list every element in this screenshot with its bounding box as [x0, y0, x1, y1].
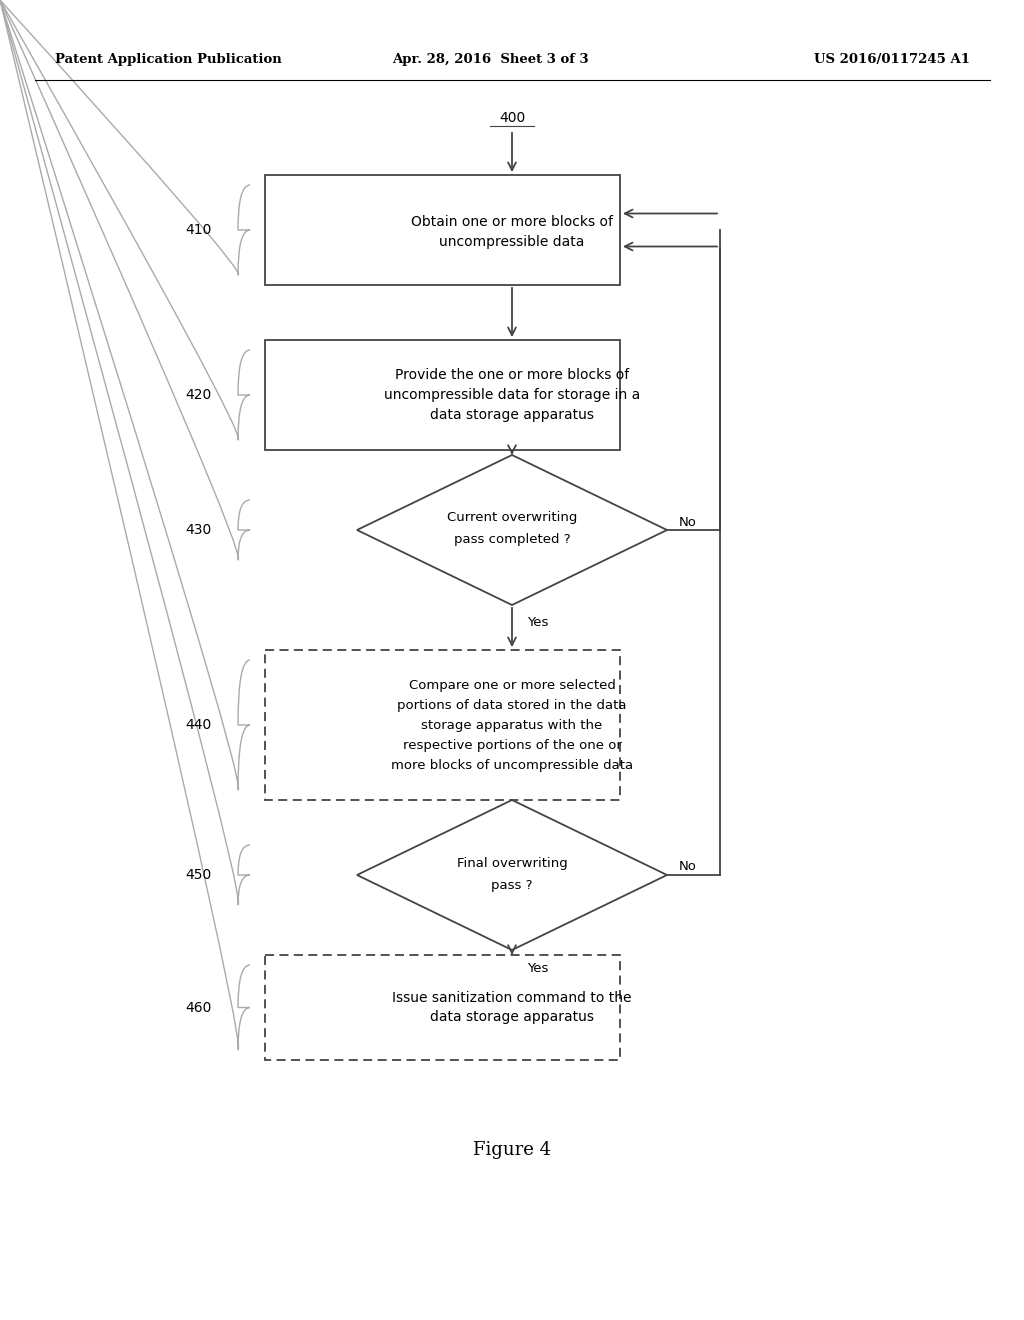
Text: data storage apparatus: data storage apparatus [430, 1011, 594, 1024]
Text: storage apparatus with the: storage apparatus with the [421, 718, 603, 731]
Text: No: No [679, 516, 697, 528]
Text: Current overwriting: Current overwriting [446, 511, 578, 524]
Text: Figure 4: Figure 4 [473, 1140, 551, 1159]
Text: uncompressible data: uncompressible data [439, 235, 585, 249]
Polygon shape [357, 455, 667, 605]
Text: Patent Application Publication: Patent Application Publication [55, 54, 282, 66]
Bar [265, 954, 620, 1060]
Text: 420: 420 [185, 388, 211, 403]
Bar [265, 649, 620, 800]
Text: Yes: Yes [527, 961, 549, 974]
Text: Compare one or more selected: Compare one or more selected [409, 678, 615, 692]
Text: uncompressible data for storage in a: uncompressible data for storage in a [384, 388, 640, 403]
Polygon shape [357, 800, 667, 950]
Text: pass completed ?: pass completed ? [454, 533, 570, 546]
Text: 460: 460 [185, 1001, 211, 1015]
Text: portions of data stored in the data: portions of data stored in the data [397, 698, 627, 711]
Text: No: No [679, 861, 697, 874]
Text: 440: 440 [185, 718, 211, 733]
Text: data storage apparatus: data storage apparatus [430, 408, 594, 422]
Text: 450: 450 [185, 869, 211, 882]
Text: more blocks of uncompressible data: more blocks of uncompressible data [391, 759, 633, 771]
Text: Issue sanitization command to the: Issue sanitization command to the [392, 990, 632, 1005]
Bar [265, 341, 620, 450]
Text: Final overwriting: Final overwriting [457, 857, 567, 870]
Text: 430: 430 [185, 523, 211, 537]
Text: respective portions of the one or: respective portions of the one or [402, 738, 622, 751]
Text: Apr. 28, 2016  Sheet 3 of 3: Apr. 28, 2016 Sheet 3 of 3 [392, 54, 589, 66]
Text: Provide the one or more blocks of: Provide the one or more blocks of [395, 368, 629, 381]
Text: Obtain one or more blocks of: Obtain one or more blocks of [411, 215, 613, 228]
Text: US 2016/0117245 A1: US 2016/0117245 A1 [814, 54, 970, 66]
Bar [265, 176, 620, 285]
Text: pass ?: pass ? [492, 879, 532, 891]
Text: 410: 410 [185, 223, 211, 238]
Text: 400: 400 [499, 111, 525, 125]
Text: Yes: Yes [527, 616, 549, 630]
